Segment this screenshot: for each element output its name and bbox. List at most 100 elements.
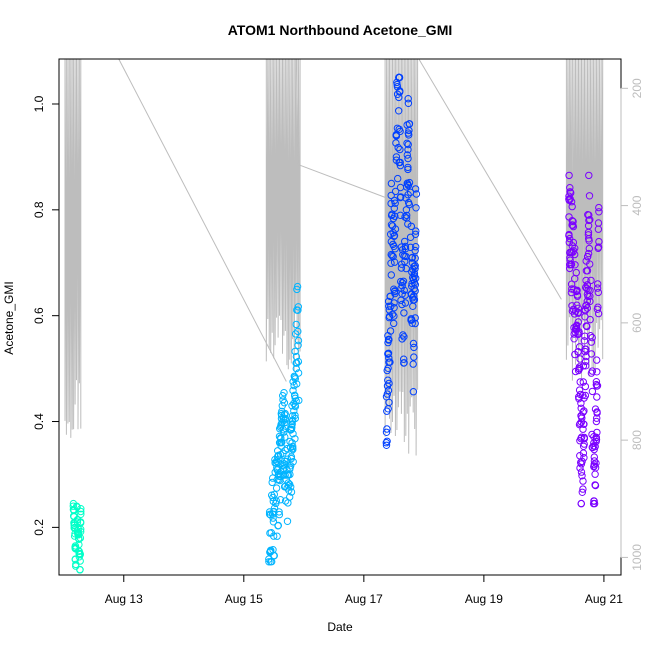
plot-frame [58, 58, 622, 576]
y-tick-label: 0.8 [32, 201, 46, 218]
data-point [70, 513, 78, 521]
data-point [565, 192, 573, 200]
data-point [387, 271, 395, 279]
data-point [382, 428, 391, 436]
data-point [412, 204, 420, 212]
data-point [289, 378, 297, 386]
data-point [387, 237, 395, 246]
data-point [283, 517, 292, 525]
data-point [593, 356, 601, 364]
data-point [291, 411, 299, 420]
data-point [581, 306, 589, 314]
data-point [277, 411, 286, 420]
data-point [566, 188, 574, 196]
data-point [590, 457, 599, 465]
data-point [282, 476, 290, 484]
data-point [77, 507, 85, 516]
data-point [74, 529, 83, 537]
data-point [388, 310, 397, 318]
data-point [411, 185, 420, 193]
data-point [383, 425, 391, 433]
data-point [284, 499, 292, 507]
ferry-leg-line [418, 58, 562, 300]
data-point [570, 335, 578, 343]
secondary-y-tick-label: 400 [630, 195, 644, 215]
data-point [412, 190, 421, 198]
data-point [291, 394, 299, 402]
data-point [292, 364, 300, 373]
data-point [405, 178, 414, 187]
data-point [409, 339, 418, 348]
data-point [77, 510, 85, 518]
data-point [588, 387, 597, 396]
data-point [76, 566, 84, 574]
data-point [408, 319, 416, 327]
secondary-y-tick-label: 600 [630, 313, 644, 333]
altitude-profile [265, 58, 301, 371]
secondary-y-tick-label: 1000 [630, 544, 644, 571]
data-point [576, 419, 584, 428]
x-tick-label: Aug 13 [105, 592, 143, 606]
data-point [565, 230, 573, 239]
data-point [279, 461, 287, 469]
data-point [387, 179, 396, 188]
data-point [69, 502, 78, 510]
data-point [407, 315, 415, 323]
data-point [588, 367, 597, 375]
data-point [276, 496, 285, 504]
data-point [402, 264, 410, 273]
data-point [390, 299, 398, 307]
data-point [383, 437, 391, 445]
data-point [265, 508, 274, 516]
data-point [404, 140, 412, 149]
data-point [406, 233, 415, 242]
data-point [593, 284, 602, 292]
data-point [574, 348, 582, 356]
data-point [582, 283, 590, 292]
data-point [411, 246, 419, 255]
data-point [391, 289, 399, 298]
data-point [595, 203, 603, 212]
data-point [396, 193, 404, 202]
data-point [411, 281, 419, 289]
data-point [391, 199, 399, 207]
data-point [286, 470, 294, 479]
y-tick-label: 0.2 [32, 519, 46, 536]
data-point [293, 285, 301, 294]
data-point [579, 485, 587, 493]
data-point [387, 250, 395, 259]
data-point [577, 460, 586, 468]
data-point [569, 222, 578, 231]
data-point [281, 497, 290, 505]
data-point [410, 353, 418, 361]
data-point [570, 285, 578, 293]
data-point [396, 161, 405, 170]
data-point [576, 355, 584, 363]
data-point [565, 171, 573, 180]
data-point [390, 258, 399, 266]
data-point [396, 145, 404, 154]
data-point [585, 171, 593, 180]
data-point [389, 252, 397, 261]
data-point [575, 393, 583, 401]
data-point [404, 165, 412, 174]
data-point [391, 287, 399, 295]
data-point [384, 405, 392, 413]
data-point [289, 416, 297, 424]
data-point [403, 151, 411, 159]
data-point [73, 518, 82, 526]
data-point [408, 253, 417, 262]
data-point [577, 434, 585, 443]
data-point [289, 444, 297, 452]
data-point [277, 439, 285, 447]
altitude-trace [64, 58, 604, 456]
data-point [412, 227, 420, 235]
data-point [576, 378, 584, 386]
data-point [75, 550, 83, 558]
data-point [572, 325, 580, 334]
data-point [571, 307, 580, 315]
data-point [565, 195, 573, 203]
data-point [581, 313, 589, 321]
data-point [280, 399, 289, 407]
data-point [396, 158, 404, 167]
